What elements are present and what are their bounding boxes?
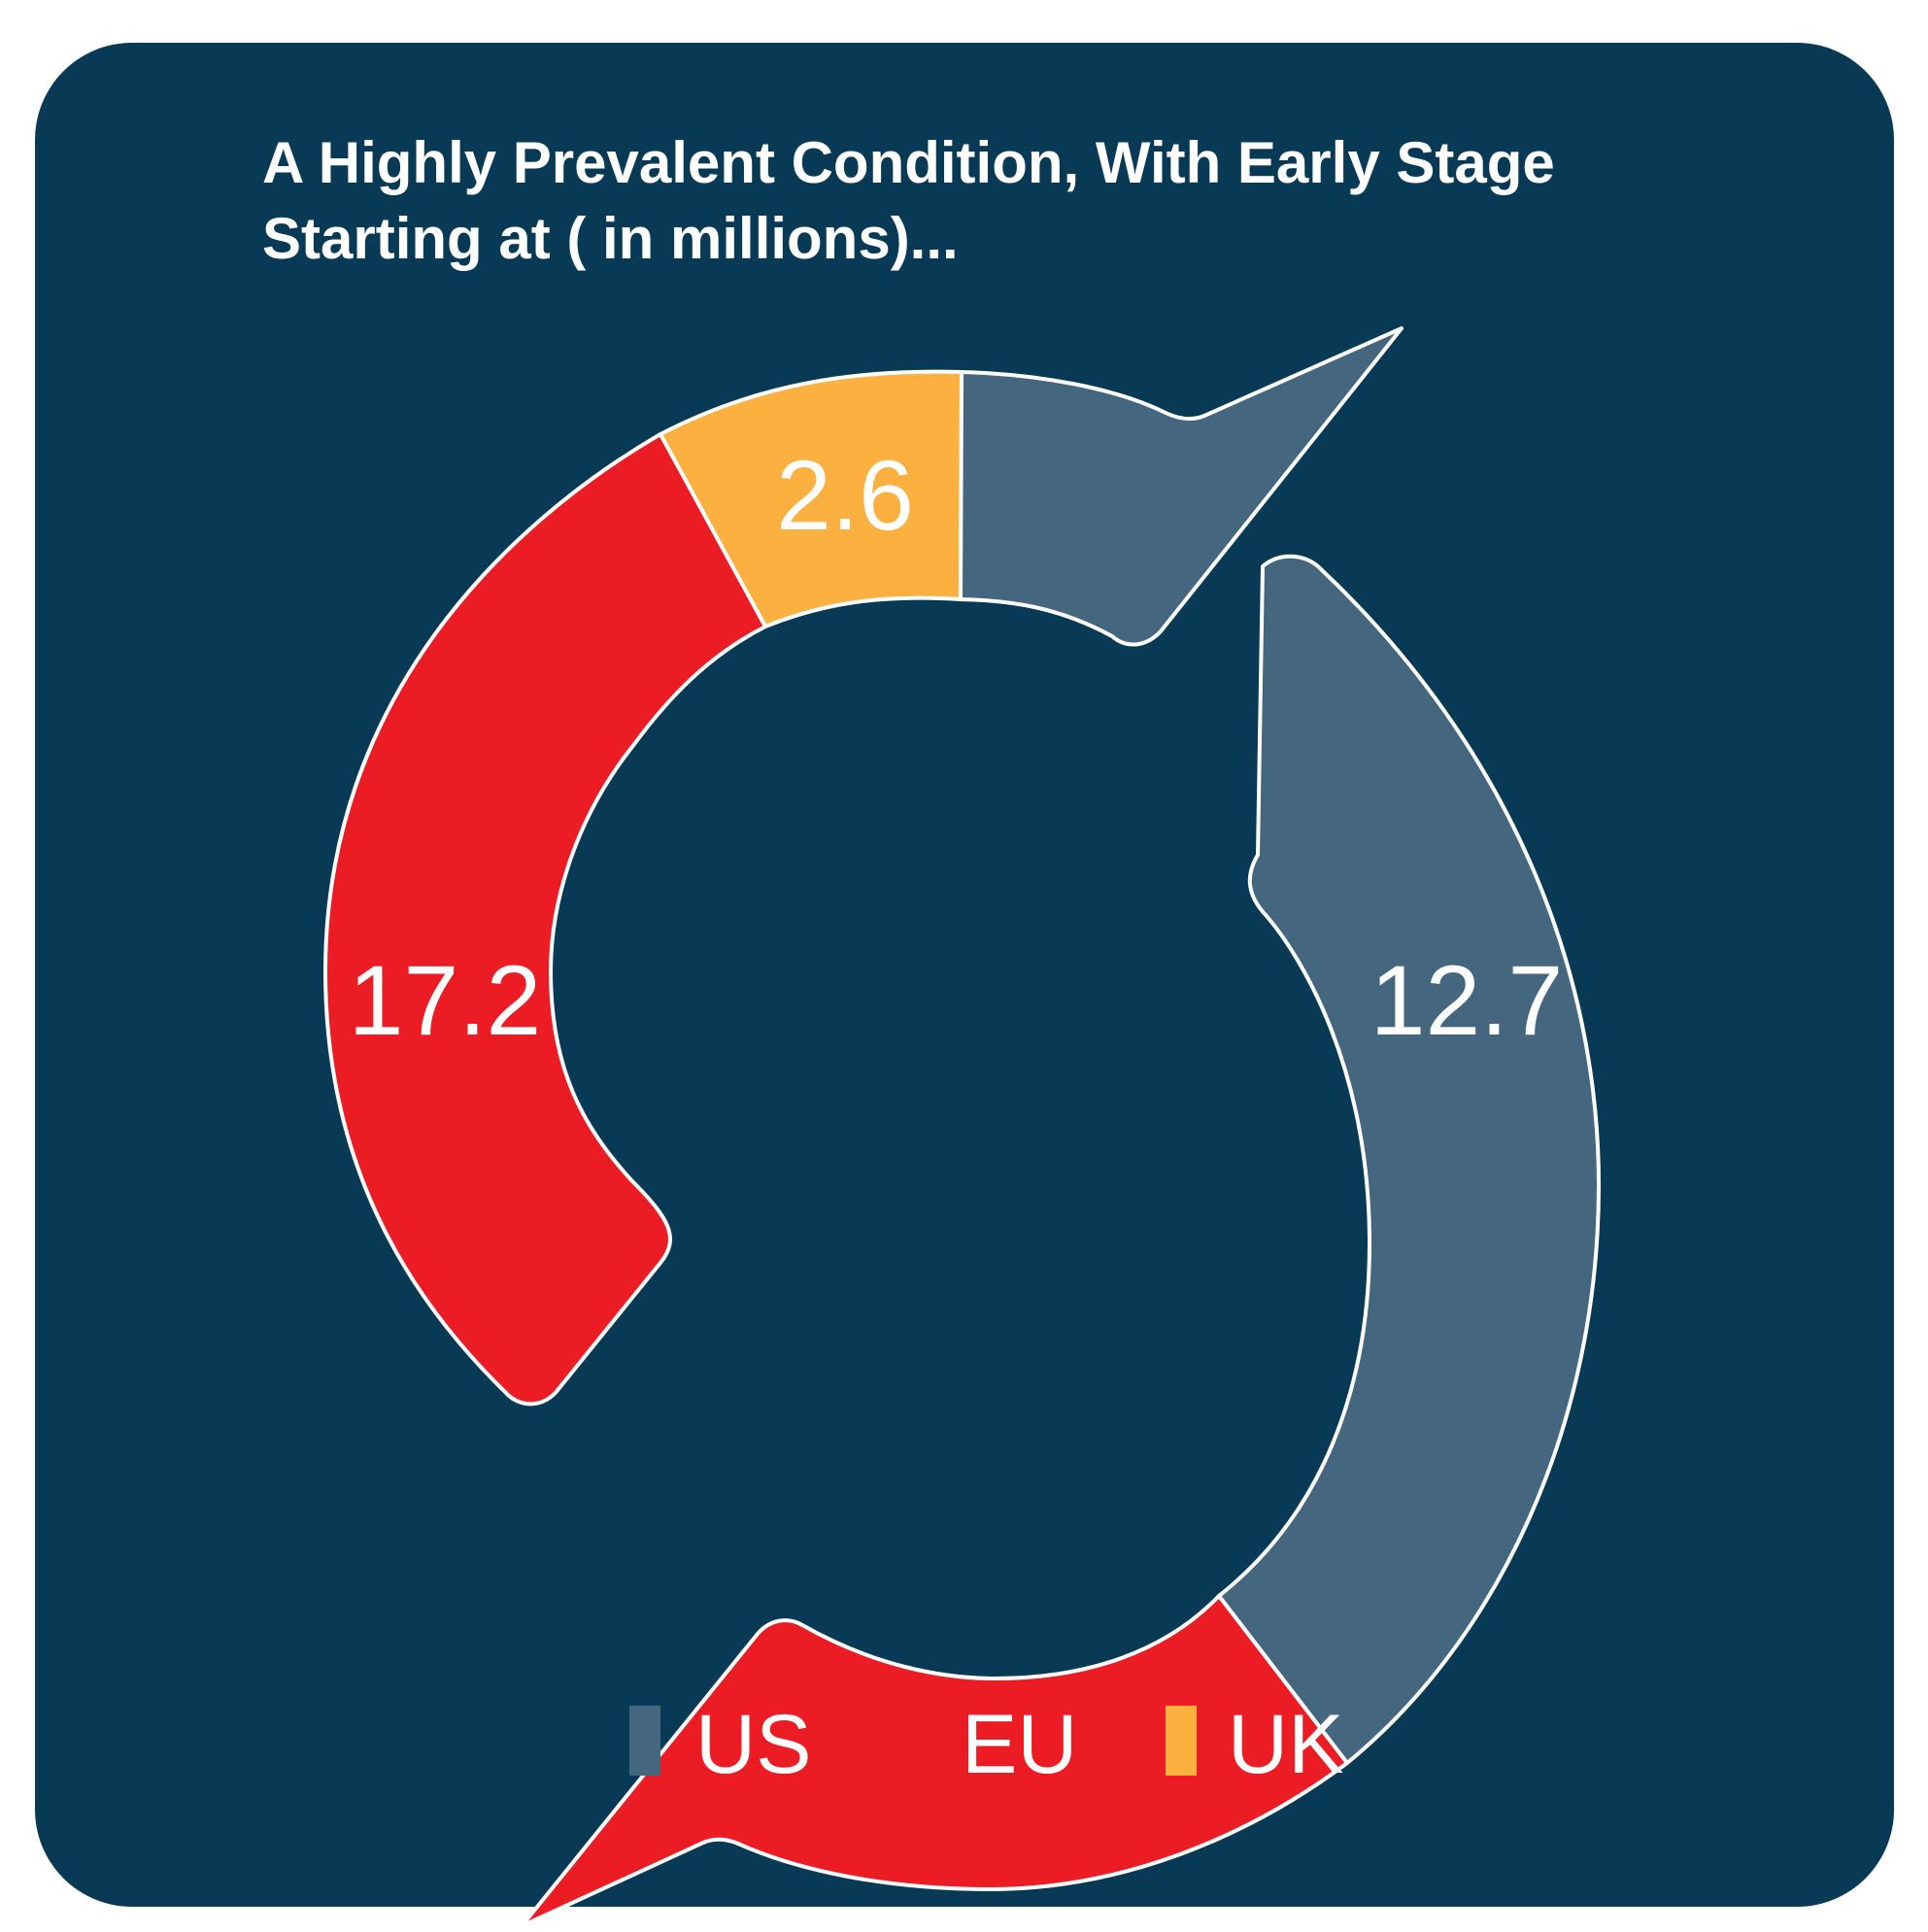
legend-swatch-uk <box>1166 1706 1197 1776</box>
legend: US EU UK <box>629 1698 1343 1791</box>
donut-segment-eu-lower <box>520 1594 1349 1928</box>
chart-title-line-2: Starting at ( in millions)... <box>262 206 959 271</box>
donut-segments <box>323 326 1601 1928</box>
chart-panel <box>35 43 1894 1907</box>
data-label-us: 12.7 <box>1370 945 1564 1056</box>
donut-segment-eu-left <box>323 432 767 1407</box>
chart-title-line-1: A Highly Prevalent Condition, With Early… <box>262 130 1555 195</box>
legend-label-eu: EU <box>962 1698 1077 1791</box>
data-label-uk: 2.6 <box>776 440 914 551</box>
legend-label-uk: UK <box>1228 1698 1343 1791</box>
donut-segment-us-lower <box>1217 554 1601 1765</box>
legend-swatch-us <box>629 1706 660 1776</box>
donut-segment-us-upper <box>959 326 1404 647</box>
data-label-eu: 17.2 <box>349 945 542 1056</box>
legend-swatch-eu <box>897 1706 929 1776</box>
legend-label-us: US <box>695 1698 811 1791</box>
